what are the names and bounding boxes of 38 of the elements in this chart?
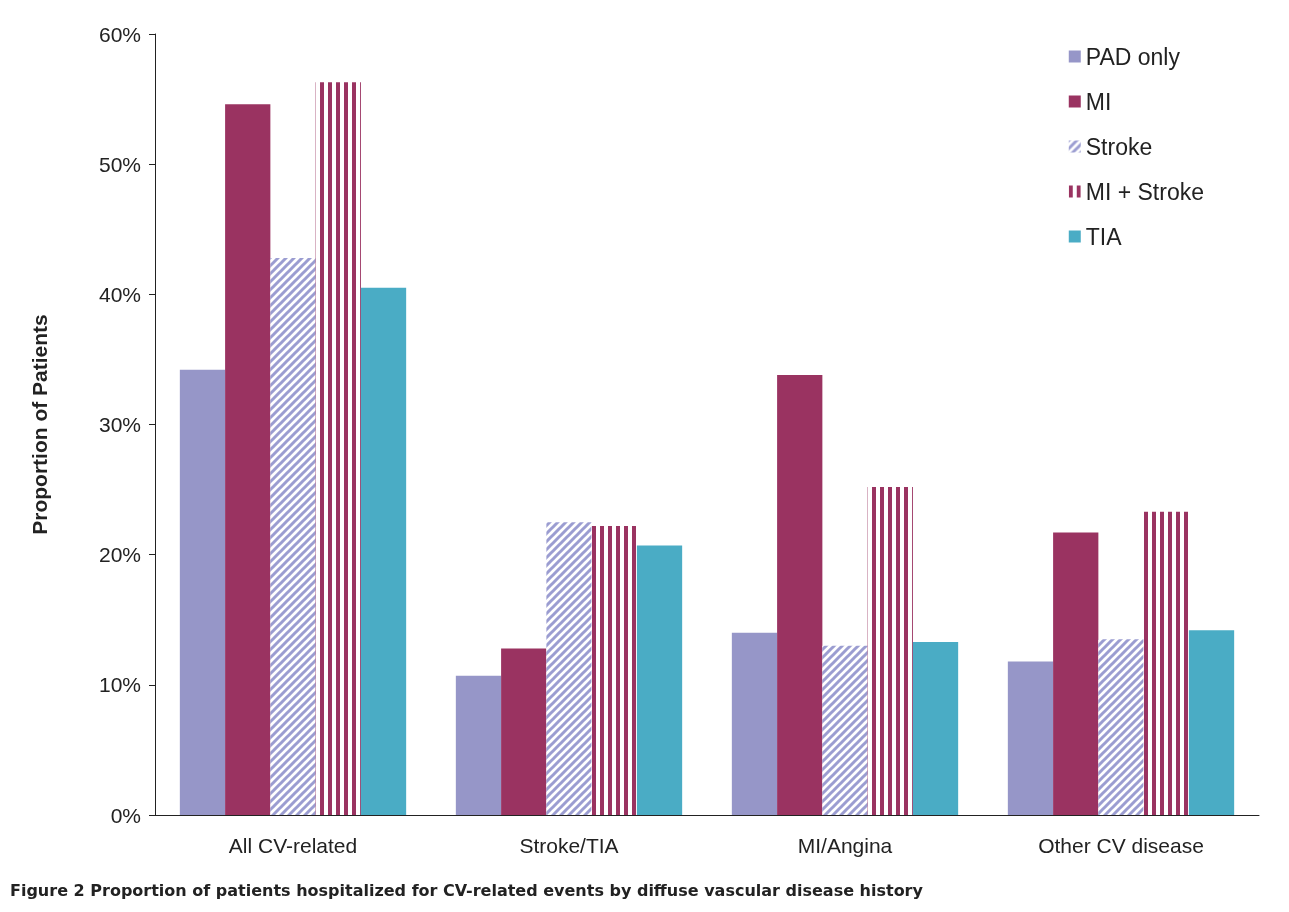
bar: [867, 486, 913, 815]
bar: [179, 369, 226, 815]
x-tick-label: All CV-related: [228, 834, 358, 857]
bar: [1143, 511, 1189, 815]
bar: [455, 675, 502, 815]
y-tick-label: 20%: [98, 543, 141, 567]
bar: [1098, 639, 1144, 815]
bar: [315, 82, 361, 815]
bar: [912, 641, 959, 815]
legend-label: Stroke: [1085, 133, 1153, 160]
bar: [225, 104, 271, 815]
bar: [731, 632, 778, 815]
bar: [591, 526, 637, 815]
x-tick-label: Stroke/TIA: [519, 834, 619, 857]
legend-label: MI + Stroke: [1085, 178, 1204, 205]
y-tick-label: 50%: [98, 152, 141, 176]
y-tick-label: 10%: [98, 673, 141, 697]
y-axis-title: Proportion of Patients: [28, 314, 51, 535]
y-tick-label: 60%: [98, 22, 141, 46]
x-tick-label: MI/Angina: [797, 834, 893, 857]
bar: [636, 545, 683, 815]
bar: [822, 645, 868, 815]
legend-label: TIA: [1085, 223, 1123, 250]
y-tick-label: 40%: [98, 282, 141, 306]
x-tick-label: Other CV disease: [1038, 834, 1204, 857]
bar: [1053, 532, 1099, 815]
y-tick-label: 0%: [110, 803, 141, 827]
bar: [501, 648, 547, 815]
bar: [1007, 661, 1054, 815]
legend-label: PAD only: [1085, 43, 1181, 70]
bar: [360, 287, 407, 815]
caption: Figure 2 Proportion of patients hospitalized for CV-related events by diffuse vascular disease history: [10, 880, 924, 900]
legend-label: MI: [1085, 88, 1112, 115]
bar: [1188, 630, 1235, 815]
bar: [546, 522, 592, 815]
y-tick-label: 30%: [98, 413, 141, 436]
bar: [777, 375, 823, 815]
bar: [270, 257, 316, 815]
